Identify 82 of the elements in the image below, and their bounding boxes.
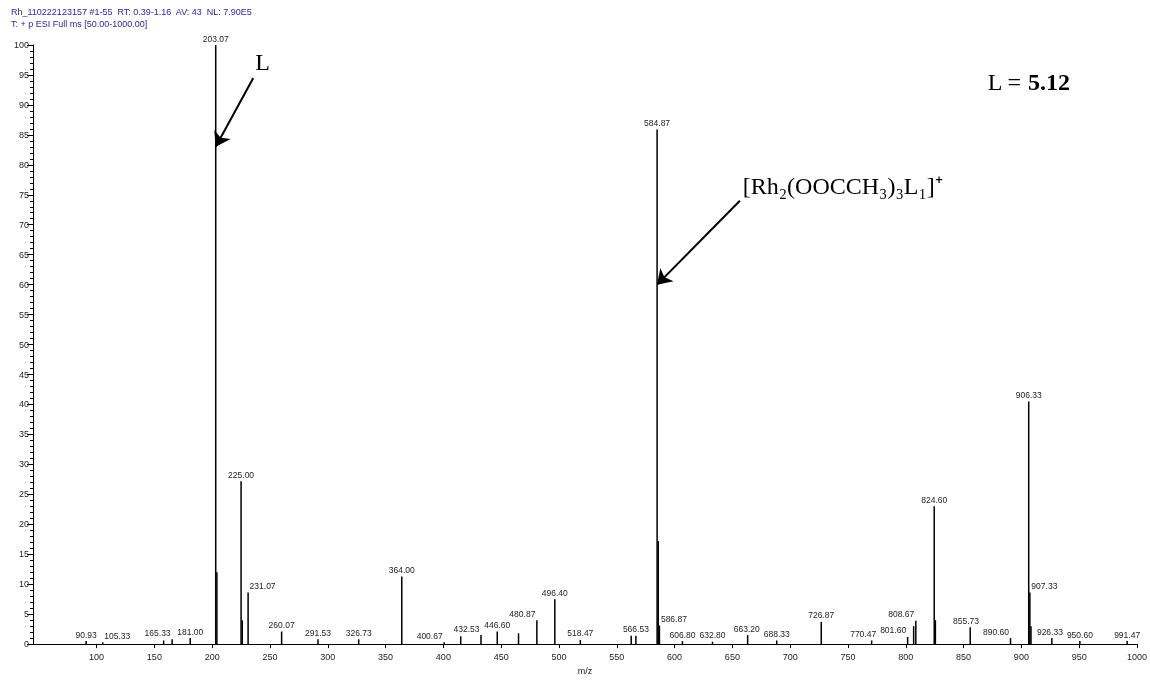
x-tick-label: 700 [782,651,798,662]
annotation: 950.60 [1066,629,1094,640]
x-tick-label: 500 [551,651,567,662]
y-tick-label: 5 [23,609,29,620]
annotation: 105.33 [104,630,131,641]
annotation: 496.40 [541,587,569,598]
annotation: 225.00 [228,469,255,480]
y-tick-label: 20 [18,519,29,530]
annotation: 165.33 [144,627,171,638]
y-tick-label: 90 [18,99,29,110]
annotation: 808.67 [888,609,915,620]
y-tick-label: 30 [18,459,29,470]
annotation: 926.33 [1036,626,1064,637]
y-tick-label: 75 [18,189,29,200]
x-tick-label: 250 [262,651,278,662]
annotation: 326.73 [345,627,372,638]
x-tick-label: 400 [435,651,451,662]
y-tick-label: 15 [18,549,29,560]
annotation: 906.33 [1015,389,1042,400]
x-tick-label: 200 [204,651,220,662]
chart-title: Rh_110222123157 #1-55 RT: 0.39-1.16 AV: 43 NL: 7.90E5 [11,6,252,17]
x-tick-label: 950 [1071,651,1087,662]
x-tick-label: 350 [378,651,394,662]
chart-subtitle: T: + p ESI Full ms [50.00-1000.00] [11,18,148,29]
annotation: 181.00 [177,626,204,637]
x-tick-label: 150 [146,651,162,662]
annotation: 824.60 [921,494,948,505]
annotation: 432.53 [453,623,480,634]
annotation: 203.07 [202,33,229,44]
annotation: 446.60 [484,620,511,631]
annotation: 291.53 [304,627,332,638]
x-tick-label: 750 [840,651,856,662]
y-tick-label: 85 [18,129,29,140]
annotation: 991.47 [1114,629,1141,640]
annotation: 688.33 [763,629,790,640]
annotation: 480.87 [509,608,536,619]
x-tick-label: 450 [493,651,509,662]
annotation: 90.93 [75,629,97,640]
annotation: 231.07 [249,581,276,592]
x-tick-label: 1000 [1126,651,1147,662]
x-axis-title: m/z [577,665,593,676]
y-tick-label: 100 [13,40,29,50]
y-tick-label: 65 [18,249,29,260]
annotation: 801.60 [880,625,907,636]
x-tick-label: 850 [956,651,972,662]
annotation: 364.00 [388,564,416,575]
annotation: 632.80 [699,630,726,641]
annotation: L = 5.12 [987,69,1070,95]
annotation: L [255,49,270,76]
annotation: 260.07 [268,620,295,631]
annotation: 606.80 [669,629,696,640]
annotation: 770.47 [850,629,877,640]
y-tick-label: 50 [18,339,29,350]
annotation: 726.87 [808,610,835,621]
y-tick-label: 80 [18,159,29,170]
y-tick-label: 95 [18,69,29,80]
y-tick-label: 55 [18,309,29,320]
annotation: 663.20 [733,623,760,634]
x-tick-label: 650 [724,651,740,662]
annotation: 855.73 [953,615,980,626]
annotation: 586.87 [660,614,688,625]
annotation: 400.67 [416,630,443,641]
y-tick-label: 45 [18,369,29,380]
x-tick-label: 550 [609,651,625,662]
x-tick-label: 600 [667,651,683,662]
y-tick-label: 35 [18,429,29,440]
x-tick-label: 100 [89,651,105,662]
x-tick-label: 900 [1013,651,1029,662]
annotation: 566.53 [622,624,650,635]
y-tick-label: 40 [18,399,29,410]
annotation: 518.47 [567,628,594,639]
y-tick-label: 0 [23,639,29,650]
y-tick-label: 70 [18,219,29,230]
y-tick-label: 60 [18,279,29,290]
y-tick-label: 10 [18,579,29,590]
x-tick-label: 800 [898,651,914,662]
annotation: 890.60 [983,626,1010,637]
annotation: 907.33 [1031,581,1058,592]
y-tick-label: 25 [18,489,29,500]
annotation: 584.87 [644,117,671,128]
annotation: [Rh₂(OOCCH₃)₃L₁]⁺ [742,172,943,199]
x-tick-label: 300 [320,651,336,662]
